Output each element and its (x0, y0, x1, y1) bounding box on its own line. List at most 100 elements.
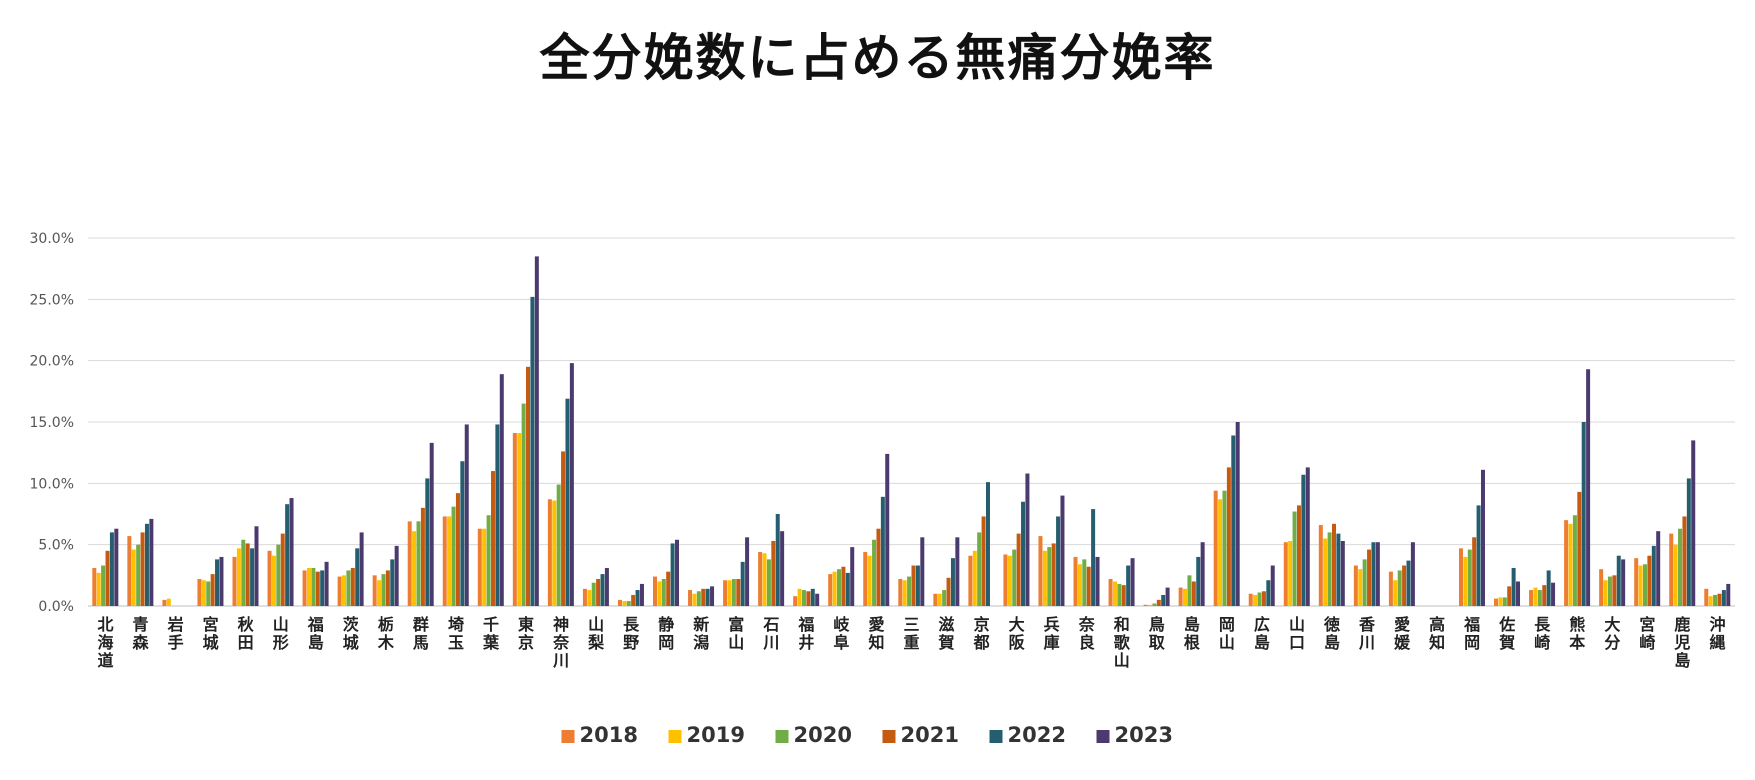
bar (1678, 528, 1683, 606)
category-label: 岐阜 (833, 615, 849, 652)
bar (464, 424, 469, 606)
category-label: 奈良 (1078, 615, 1096, 652)
bar (162, 599, 167, 606)
y-tick-label: 5.0% (38, 538, 74, 554)
bar (420, 507, 425, 606)
bar (495, 424, 500, 606)
bar (696, 591, 701, 606)
bar (793, 596, 798, 606)
category-label: 宮城 (203, 615, 219, 652)
bar (96, 572, 101, 606)
category-label: 鳥取 (1149, 615, 1165, 652)
category-label: 愛知 (868, 615, 884, 652)
bar (950, 558, 955, 606)
bar (1647, 555, 1652, 606)
bar (1612, 575, 1617, 606)
bar (276, 544, 281, 606)
bar (1003, 554, 1008, 606)
category-label: 宮崎 (1639, 615, 1655, 652)
bar (727, 580, 732, 606)
bar (850, 547, 855, 606)
bar (311, 567, 316, 606)
bar (1051, 543, 1056, 606)
bar (666, 571, 671, 606)
bar (131, 549, 136, 606)
bar (250, 548, 255, 606)
bar (582, 588, 587, 606)
bar (1397, 570, 1402, 606)
bar (1056, 516, 1061, 606)
bar (635, 590, 640, 606)
legend-label: 2022 (1008, 723, 1066, 747)
bar (1305, 467, 1310, 606)
bar (898, 579, 903, 606)
bar (342, 575, 347, 606)
bar (1152, 603, 1157, 606)
bar (1393, 580, 1398, 606)
bar (390, 559, 395, 606)
bar (740, 561, 745, 606)
bar (639, 583, 644, 606)
bar (880, 496, 885, 606)
bar (359, 532, 364, 606)
bar (1147, 604, 1152, 606)
bar (416, 521, 421, 606)
bar (1476, 505, 1481, 606)
bar (460, 461, 465, 606)
bar (972, 550, 977, 606)
bar (915, 565, 920, 606)
bar (355, 548, 360, 606)
bar (92, 567, 97, 606)
bar (591, 582, 596, 606)
bar (1086, 566, 1091, 606)
y-tick-label: 0.0% (38, 599, 74, 615)
bar (1082, 559, 1087, 606)
bar (617, 599, 622, 606)
bar (863, 552, 868, 606)
bar (320, 570, 325, 606)
bar (780, 531, 785, 606)
bar (1367, 549, 1372, 606)
category-label: 山形 (273, 615, 289, 652)
bar (1572, 515, 1577, 606)
bar (1187, 575, 1192, 606)
category-label: 高知 (1429, 615, 1445, 652)
bar (381, 574, 386, 606)
bar (425, 478, 430, 606)
bar (512, 433, 517, 606)
bar (346, 570, 351, 606)
bar (758, 552, 763, 606)
bar (377, 580, 382, 606)
bar (1156, 599, 1161, 606)
bar (745, 537, 750, 606)
bar (705, 588, 710, 606)
bar (797, 588, 802, 606)
bar (451, 506, 456, 606)
bar (1358, 569, 1363, 606)
bar (661, 579, 666, 606)
bar (1091, 509, 1096, 606)
category-label: 石川 (762, 615, 779, 652)
legend-swatch (561, 730, 575, 743)
bar (1130, 558, 1135, 606)
bar (701, 588, 706, 606)
bar (710, 586, 715, 606)
category-label: 大分 (1604, 615, 1620, 652)
bar (841, 566, 846, 606)
bar (394, 545, 399, 606)
category-label: 神奈川 (552, 615, 570, 670)
bar (1021, 501, 1026, 606)
bar (166, 598, 171, 606)
bar (832, 571, 837, 606)
bar (937, 593, 942, 606)
bar (1507, 586, 1512, 606)
bar (219, 556, 224, 606)
category-label: 島根 (1184, 615, 1200, 652)
bar (815, 593, 820, 606)
bar (968, 555, 973, 606)
bar (1161, 594, 1166, 606)
bar (1222, 490, 1227, 606)
category-label: 新潟 (693, 615, 709, 652)
bar (1288, 540, 1293, 606)
